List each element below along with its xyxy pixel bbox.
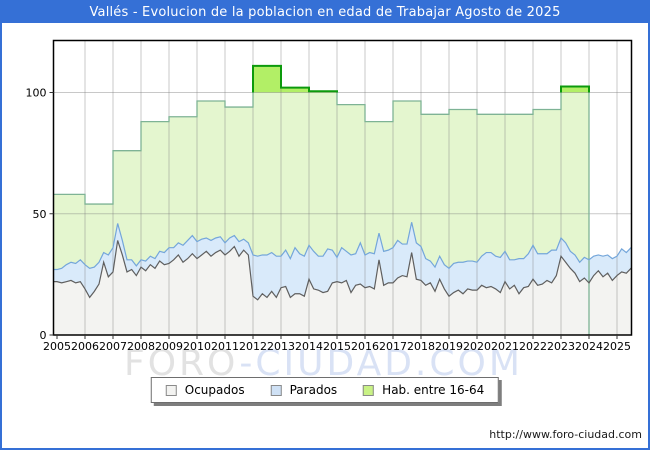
- svg-text:2023: 2023: [547, 340, 575, 353]
- svg-text:2025: 2025: [603, 340, 631, 353]
- svg-text:2007: 2007: [99, 340, 127, 353]
- svg-text:2017: 2017: [379, 340, 407, 353]
- svg-text:0: 0: [40, 329, 47, 342]
- svg-text:2015: 2015: [323, 340, 351, 353]
- svg-text:2010: 2010: [183, 340, 211, 353]
- svg-text:2021: 2021: [491, 340, 519, 353]
- svg-text:2006: 2006: [71, 340, 99, 353]
- svg-text:2008: 2008: [127, 340, 155, 353]
- svg-text:2013: 2013: [267, 340, 295, 353]
- footer-url: http://www.foro-ciudad.com: [489, 428, 642, 441]
- ocupados-swatch-icon: [165, 384, 177, 396]
- svg-text:2009: 2009: [155, 340, 183, 353]
- legend-label-parados: Parados: [289, 383, 338, 397]
- svg-text:2020: 2020: [463, 340, 491, 353]
- svg-text:2018: 2018: [407, 340, 435, 353]
- legend-item-hab: Hab. entre 16-64: [363, 383, 484, 397]
- legend-label-hab: Hab. entre 16-64: [382, 383, 485, 397]
- svg-text:2014: 2014: [295, 340, 323, 353]
- svg-text:2022: 2022: [519, 340, 547, 353]
- svg-text:100: 100: [26, 87, 47, 100]
- svg-text:2012: 2012: [239, 340, 267, 353]
- chart-title: Vallés - Evolucion de la poblacion en ed…: [89, 5, 561, 20]
- title-bar: Vallés - Evolucion de la poblacion en ed…: [2, 2, 648, 23]
- legend-item-parados: Parados: [270, 383, 338, 397]
- svg-text:2011: 2011: [211, 340, 239, 353]
- legend-item-ocupados: Ocupados: [165, 383, 245, 397]
- parados-swatch-icon: [270, 384, 282, 396]
- svg-text:2024: 2024: [575, 340, 603, 353]
- svg-text:2019: 2019: [435, 340, 463, 353]
- svg-text:2005: 2005: [43, 340, 71, 353]
- chart-legend: Ocupados Parados Hab. entre 16-64: [150, 377, 500, 403]
- legend-label-ocupados: Ocupados: [184, 383, 245, 397]
- svg-text:50: 50: [33, 208, 47, 221]
- hab-swatch-icon: [363, 384, 375, 396]
- svg-text:2016: 2016: [351, 340, 379, 353]
